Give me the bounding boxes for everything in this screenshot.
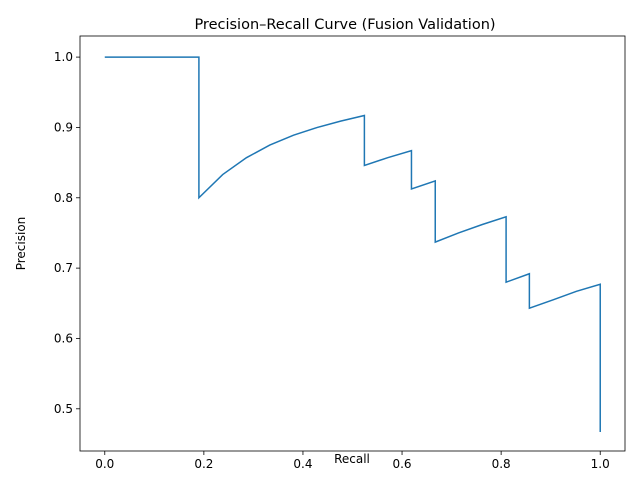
y-tick-label: 0.8 — [54, 191, 73, 205]
series-line — [104, 56, 601, 433]
x-axis-ticks: 0.0 0.2 0.4 0.6 0.8 1.0 — [95, 451, 610, 471]
x-tick-label: 1.0 — [591, 457, 610, 471]
x-tick-label: 0.0 — [95, 457, 114, 471]
y-axis-ticks: 0.5 0.6 0.7 0.8 0.9 1.0 — [54, 50, 80, 416]
x-tick-label: 0.8 — [492, 457, 511, 471]
y-tick-label: 0.9 — [54, 120, 73, 134]
chart-title: Precision–Recall Curve (Fusion Validatio… — [194, 17, 495, 33]
y-axis-label: Precision — [14, 217, 28, 271]
axes-frame — [79, 35, 626, 452]
y-tick-label: 0.5 — [54, 402, 73, 416]
y-tick-label: 0.6 — [54, 331, 73, 345]
x-tick-label: 0.4 — [293, 457, 312, 471]
y-tick-label: 1.0 — [54, 50, 73, 64]
y-tick-label: 0.7 — [54, 261, 73, 275]
x-axis-label: Recall — [334, 452, 370, 466]
x-tick-label: 0.2 — [194, 457, 213, 471]
x-tick-label: 0.6 — [392, 457, 411, 471]
plot-area — [80, 36, 625, 451]
